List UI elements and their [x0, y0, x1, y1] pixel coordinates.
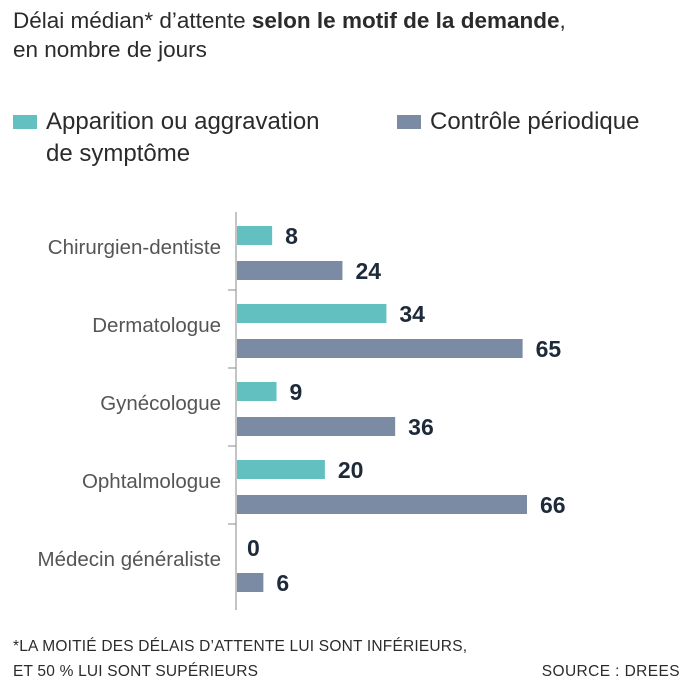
chart-title: Délai médian* d’attente selon le motif d…: [13, 6, 683, 64]
legend-item-symptome: Apparition ou aggravation de symptôme: [13, 106, 320, 170]
data-label: 9: [290, 379, 303, 405]
legend-swatch-symptome: [13, 115, 37, 129]
data-label: 36: [408, 414, 434, 440]
bar: [237, 495, 527, 514]
title-part1: Délai médian* d’attente: [13, 8, 252, 33]
bar: [237, 460, 325, 479]
bar: [237, 417, 396, 436]
bar: [237, 304, 387, 323]
data-label: 24: [355, 258, 381, 284]
data-label: 8: [285, 223, 298, 249]
bar-chart: Chirurgien-dentiste 8 24 Dermatologue 34 65 Gy…: [38, 212, 566, 610]
title-part2: ,: [559, 8, 566, 33]
footnote-line2: ET 50 % LUI SONT SUPÉRIEURS: [13, 663, 259, 680]
data-label: 0: [247, 535, 260, 561]
footnote-line1: *LA MOITIÉ DES DÉLAIS D’ATTENTE LUI SONT…: [13, 638, 468, 655]
category-label: Ophtalmologue: [82, 470, 221, 493]
category-label: Dermatologue: [92, 314, 221, 337]
category-label: Gynécologue: [100, 392, 221, 415]
category-label: Chirurgien-dentiste: [48, 236, 221, 259]
bar: [237, 573, 264, 592]
legend-label-controle: Contrôle périodique: [430, 108, 640, 135]
legend-item-controle: Contrôle périodique: [397, 106, 639, 138]
legend-label-symptome-line1: Apparition ou aggravation: [46, 108, 320, 135]
legend-label-symptome-line2: de symptôme: [46, 140, 191, 167]
data-label: 66: [540, 492, 566, 518]
bar: [237, 382, 277, 401]
source-label: SOURCE : DREES: [541, 663, 680, 680]
data-label: 65: [536, 336, 562, 362]
legend-swatch-controle: [397, 115, 421, 129]
data-label: 34: [399, 301, 425, 327]
footnote: *LA MOITIÉ DES DÉLAIS D’ATTENTE LUI SONT…: [13, 634, 467, 684]
title-line2: en nombre de jours: [13, 37, 207, 62]
data-label: 6: [276, 570, 289, 596]
category-label: Médecin généraliste: [38, 548, 221, 571]
legend-label-symptome: Apparition ou aggravation de symptôme: [46, 106, 320, 170]
title-bold: selon le motif de la demande: [251, 8, 560, 33]
bar: [237, 339, 523, 358]
bar: [237, 261, 343, 280]
bar: [237, 226, 273, 245]
data-label: 20: [338, 457, 364, 483]
